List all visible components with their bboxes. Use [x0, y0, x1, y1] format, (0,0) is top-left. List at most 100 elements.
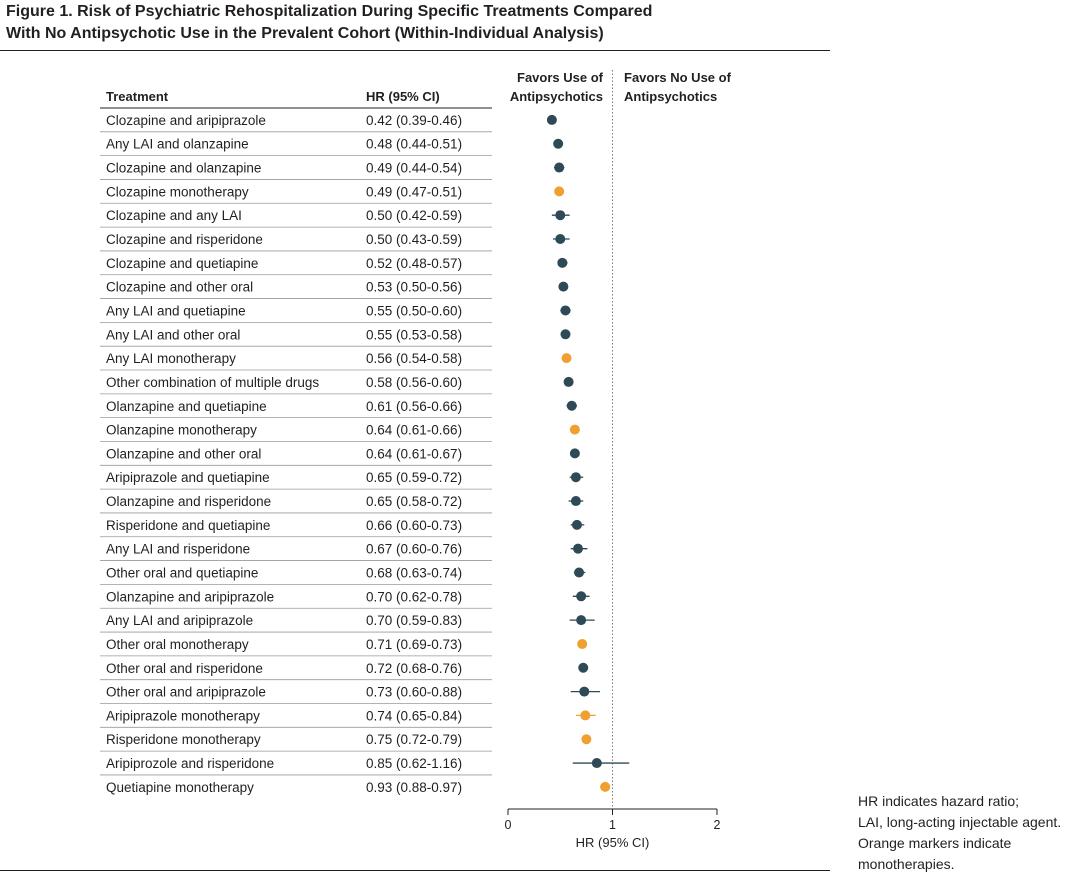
hr-point [600, 781, 611, 792]
row-label: Risperidone and quetiapine [106, 518, 270, 533]
row-label: Olanzapine and risperidone [106, 494, 271, 509]
column-header-treatment: Treatment [106, 89, 169, 104]
hr-point [554, 162, 565, 173]
hr-point [560, 305, 571, 316]
row-label: Any LAI and quetiapine [106, 303, 246, 318]
bottom-rule [0, 870, 830, 871]
row-hr-text: 0.72 (0.68-0.76) [366, 661, 462, 676]
hr-point [579, 686, 590, 697]
row-hr-text: 0.85 (0.62-1.16) [366, 756, 462, 771]
row-hr-text: 0.49 (0.44-0.54) [366, 161, 462, 176]
row-hr-text: 0.55 (0.53-0.58) [366, 327, 462, 342]
row-label: Olanzapine and other oral [106, 446, 261, 461]
row-label: Clozapine and other oral [106, 280, 253, 295]
row-label: Olanzapine and aripiprazole [106, 589, 274, 604]
row-label: Clozapine and any LAI [106, 208, 242, 223]
top-rule [0, 50, 830, 51]
row-label: Any LAI monotherapy [106, 351, 236, 366]
row-hr-text: 0.93 (0.88-0.97) [366, 780, 462, 795]
favors-no-use-label-line-2: Antipsychotics [624, 89, 717, 104]
row-label: Olanzapine monotherapy [106, 423, 257, 438]
row-hr-text: 0.65 (0.59-0.72) [366, 470, 462, 485]
row-hr-text: 0.74 (0.65-0.84) [366, 708, 462, 723]
row-hr-text: 0.64 (0.61-0.67) [366, 446, 462, 461]
hr-point [566, 400, 577, 411]
footnote-line-4: monotherapies. [858, 856, 955, 872]
hr-point [569, 424, 580, 435]
row-hr-text: 0.71 (0.69-0.73) [366, 637, 462, 652]
row-label: Clozapine monotherapy [106, 184, 249, 199]
row-hr-text: 0.68 (0.63-0.74) [366, 565, 462, 580]
favors-use-label-line-2: Antipsychotics [510, 89, 603, 104]
row-hr-text: 0.52 (0.48-0.57) [366, 256, 462, 271]
footnote-line-1: HR indicates hazard ratio; [858, 793, 1020, 809]
x-axis-label: HR (95% CI) [576, 835, 650, 850]
row-label: Aripiprazole and quetiapine [106, 470, 270, 485]
row-hr-text: 0.70 (0.62-0.78) [366, 589, 462, 604]
row-label: Clozapine and aripiprazole [106, 113, 266, 128]
hr-point [574, 567, 585, 578]
row-label: Other oral and risperidone [106, 661, 263, 676]
row-hr-text: 0.58 (0.56-0.60) [366, 375, 462, 390]
hr-point [591, 758, 602, 769]
row-hr-text: 0.56 (0.54-0.58) [366, 351, 462, 366]
hr-point [573, 543, 584, 554]
row-label: Other oral and quetiapine [106, 565, 258, 580]
hr-point [569, 448, 580, 459]
row-label: Aripiprazole monotherapy [106, 708, 260, 723]
row-hr-text: 0.42 (0.39-0.46) [366, 113, 462, 128]
row-hr-text: 0.50 (0.43-0.59) [366, 232, 462, 247]
hr-point [546, 114, 557, 125]
row-hr-text: 0.70 (0.59-0.83) [366, 613, 462, 628]
row-label: Clozapine and risperidone [106, 232, 263, 247]
hr-point [558, 281, 569, 292]
row-label: Any LAI and risperidone [106, 542, 250, 557]
row-label: Any LAI and olanzapine [106, 137, 249, 152]
hr-point [578, 662, 589, 673]
hr-point [554, 186, 565, 197]
hr-point [563, 376, 574, 387]
row-hr-text: 0.65 (0.58-0.72) [366, 494, 462, 509]
hr-point [555, 210, 566, 221]
row-label: Risperidone monotherapy [106, 732, 261, 747]
row-hr-text: 0.53 (0.50-0.56) [366, 280, 462, 295]
row-hr-text: 0.48 (0.44-0.51) [366, 137, 462, 152]
row-hr-text: 0.49 (0.47-0.51) [366, 184, 462, 199]
row-label: Aripiprozole and risperidone [106, 756, 274, 771]
row-hr-text: 0.61 (0.56-0.66) [366, 399, 462, 414]
hr-point [570, 496, 581, 507]
hr-point [553, 138, 564, 149]
row-label: Olanzapine and quetiapine [106, 399, 267, 414]
footnote-line-3: Orange markers indicate [858, 835, 1012, 851]
row-label: Other combination of multiple drugs [106, 375, 319, 390]
hr-point [560, 329, 571, 340]
row-label: Clozapine and olanzapine [106, 161, 261, 176]
hr-point [555, 234, 566, 245]
figure-title-line-2: With No Antipsychotic Use in the Prevale… [6, 25, 604, 42]
hr-point [576, 591, 587, 602]
hr-point [581, 734, 592, 745]
hr-point [577, 638, 588, 649]
row-label: Other oral monotherapy [106, 637, 249, 652]
x-tick-label: 2 [714, 818, 721, 832]
hr-point [571, 519, 582, 530]
footnote: HR indicates hazard ratio; LAI, long-act… [858, 791, 1080, 875]
row-hr-text: 0.73 (0.60-0.88) [366, 685, 462, 700]
row-hr-text: 0.64 (0.61-0.66) [366, 423, 462, 438]
row-hr-text: 0.55 (0.50-0.60) [366, 303, 462, 318]
x-tick-label: 0 [505, 818, 512, 832]
hr-point [580, 710, 591, 721]
figure-title-line-1: Figure 1. Risk of Psychiatric Rehospital… [6, 3, 653, 20]
x-tick-label: 1 [609, 818, 616, 832]
footnote-line-2: LAI, long-acting injectable agent. [858, 814, 1062, 830]
hr-point [576, 615, 587, 626]
row-hr-text: 0.75 (0.72-0.79) [366, 732, 462, 747]
favors-no-use-label-line-1: Favors No Use of [624, 70, 732, 85]
column-header-hr: HR (95% CI) [366, 89, 440, 104]
row-hr-text: 0.67 (0.60-0.76) [366, 542, 462, 557]
hr-point [561, 353, 572, 364]
figure-title: Figure 1. Risk of Psychiatric Rehospital… [6, 1, 836, 45]
hr-point [557, 257, 568, 268]
favors-use-label-line-1: Favors Use of [517, 70, 604, 85]
